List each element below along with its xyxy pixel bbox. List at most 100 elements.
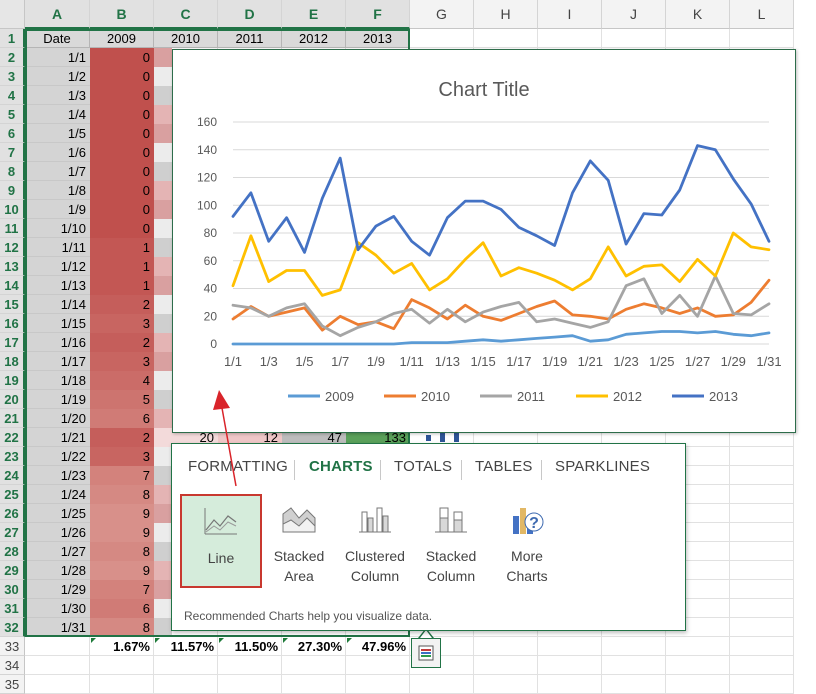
grid-cell[interactable] bbox=[666, 656, 730, 675]
total-cell[interactable]: 27.30% bbox=[297, 639, 342, 654]
column-header[interactable]: D bbox=[218, 0, 282, 29]
column-header[interactable]: H bbox=[474, 0, 538, 29]
grid-cell[interactable] bbox=[474, 637, 538, 656]
grid-cell[interactable] bbox=[602, 637, 666, 656]
date-cell[interactable]: 1/3 bbox=[25, 86, 90, 105]
value-cell-2010[interactable] bbox=[154, 48, 172, 67]
grid-cell[interactable] bbox=[730, 599, 794, 618]
row-header[interactable]: 17 bbox=[0, 333, 25, 352]
date-cell[interactable]: 1/30 bbox=[25, 599, 90, 618]
column-header[interactable]: E bbox=[282, 0, 346, 29]
date-cell[interactable]: 1/27 bbox=[25, 542, 90, 561]
value-cell-2009[interactable]: 3 bbox=[90, 447, 154, 466]
value-cell-2010[interactable] bbox=[154, 504, 172, 523]
total-cell[interactable]: 11.50% bbox=[234, 639, 278, 654]
total-cell[interactable]: 1.67% bbox=[113, 639, 150, 654]
grid-cell[interactable] bbox=[474, 29, 538, 48]
header-cell[interactable]: 2012 bbox=[282, 29, 346, 48]
grid-cell[interactable] bbox=[666, 580, 730, 599]
column-header[interactable]: G bbox=[410, 0, 474, 29]
value-cell-2009[interactable]: 0 bbox=[90, 124, 154, 143]
date-cell[interactable]: 1/10 bbox=[25, 219, 90, 238]
row-header[interactable]: 20 bbox=[0, 390, 25, 409]
row-header[interactable]: 34 bbox=[0, 656, 25, 675]
tab-charts[interactable]: CHARTS bbox=[309, 458, 373, 475]
grid-cell[interactable] bbox=[410, 637, 474, 656]
row-header[interactable]: 31 bbox=[0, 599, 25, 618]
grid-cell[interactable] bbox=[538, 29, 602, 48]
chart-option-more-charts[interactable]: ? More Charts bbox=[486, 494, 568, 588]
date-cell[interactable]: 1/15 bbox=[25, 314, 90, 333]
value-cell-2009[interactable]: 0 bbox=[90, 105, 154, 124]
grid-cell[interactable] bbox=[666, 523, 730, 542]
value-cell-2010[interactable] bbox=[154, 409, 172, 428]
select-all-corner[interactable] bbox=[0, 0, 25, 29]
tab-sparklines[interactable]: SPARKLINES bbox=[555, 458, 651, 475]
date-cell[interactable]: 1/26 bbox=[25, 523, 90, 542]
grid-cell[interactable] bbox=[410, 29, 474, 48]
date-cell[interactable]: 1/20 bbox=[25, 409, 90, 428]
row-header[interactable]: 32 bbox=[0, 618, 25, 637]
row-header[interactable]: 13 bbox=[0, 257, 25, 276]
value-cell-2009[interactable]: 3 bbox=[90, 314, 154, 333]
value-cell-2010[interactable] bbox=[154, 390, 172, 409]
grid-cell[interactable] bbox=[666, 504, 730, 523]
grid-cell[interactable] bbox=[730, 447, 794, 466]
value-cell-2009[interactable]: 5 bbox=[90, 390, 154, 409]
column-header[interactable]: C bbox=[154, 0, 218, 29]
value-cell-2009[interactable]: 0 bbox=[90, 48, 154, 67]
column-header[interactable]: F bbox=[346, 0, 410, 29]
grid-cell[interactable] bbox=[730, 466, 794, 485]
row-header[interactable]: 30 bbox=[0, 580, 25, 599]
grid-cell[interactable] bbox=[25, 675, 90, 694]
row-header[interactable]: 9 bbox=[0, 181, 25, 200]
row-header[interactable]: 18 bbox=[0, 352, 25, 371]
grid-cell[interactable] bbox=[730, 618, 794, 637]
row-header[interactable]: 2 bbox=[0, 48, 25, 67]
value-cell-2009[interactable]: 8 bbox=[90, 618, 154, 637]
value-cell-2009[interactable]: 9 bbox=[90, 504, 154, 523]
date-cell[interactable]: 1/17 bbox=[25, 352, 90, 371]
grid-cell[interactable] bbox=[90, 656, 154, 675]
value-cell-2010[interactable] bbox=[154, 162, 172, 181]
row-header[interactable]: 4 bbox=[0, 86, 25, 105]
row-header[interactable]: 35 bbox=[0, 675, 25, 694]
value-cell-2009[interactable]: 7 bbox=[90, 580, 154, 599]
row-header[interactable]: 5 bbox=[0, 105, 25, 124]
grid-cell[interactable] bbox=[666, 637, 730, 656]
row-header[interactable]: 6 bbox=[0, 124, 25, 143]
grid-cell[interactable] bbox=[538, 637, 602, 656]
grid-cell[interactable] bbox=[666, 447, 730, 466]
grid-cell[interactable] bbox=[666, 618, 730, 637]
row-header[interactable]: 11 bbox=[0, 219, 25, 238]
value-cell-2009[interactable]: 4 bbox=[90, 371, 154, 390]
column-header[interactable]: A bbox=[25, 0, 90, 29]
value-cell-2009[interactable]: 7 bbox=[90, 466, 154, 485]
column-header[interactable]: I bbox=[538, 0, 602, 29]
value-cell-2010[interactable] bbox=[154, 371, 172, 390]
row-header[interactable]: 12 bbox=[0, 238, 25, 257]
grid-cell[interactable] bbox=[730, 580, 794, 599]
date-cell[interactable]: 1/8 bbox=[25, 181, 90, 200]
header-cell[interactable]: 2009 bbox=[90, 29, 154, 48]
grid-cell[interactable] bbox=[666, 29, 730, 48]
value-cell-2010[interactable] bbox=[154, 333, 172, 352]
header-cell[interactable]: 2013 bbox=[346, 29, 410, 48]
row-header[interactable]: 16 bbox=[0, 314, 25, 333]
chart-option-stacked-column[interactable]: Stacked Column bbox=[410, 494, 492, 588]
value-cell-2009[interactable]: 1 bbox=[90, 276, 154, 295]
total-cell[interactable]: 47.96% bbox=[361, 639, 406, 654]
value-cell-2010[interactable] bbox=[154, 542, 172, 561]
date-cell[interactable]: 1/28 bbox=[25, 561, 90, 580]
value-cell-2009[interactable]: 0 bbox=[90, 143, 154, 162]
grid-cell[interactable] bbox=[666, 542, 730, 561]
value-cell-2010[interactable] bbox=[154, 86, 172, 105]
grid-cell[interactable] bbox=[602, 656, 666, 675]
value-cell-2009[interactable]: 0 bbox=[90, 162, 154, 181]
date-cell[interactable]: 1/16 bbox=[25, 333, 90, 352]
value-cell-2009[interactable]: 2 bbox=[90, 333, 154, 352]
grid-cell[interactable] bbox=[730, 504, 794, 523]
grid-cell[interactable] bbox=[90, 637, 154, 656]
date-cell[interactable]: 1/25 bbox=[25, 504, 90, 523]
value-cell-2010[interactable] bbox=[154, 105, 172, 124]
